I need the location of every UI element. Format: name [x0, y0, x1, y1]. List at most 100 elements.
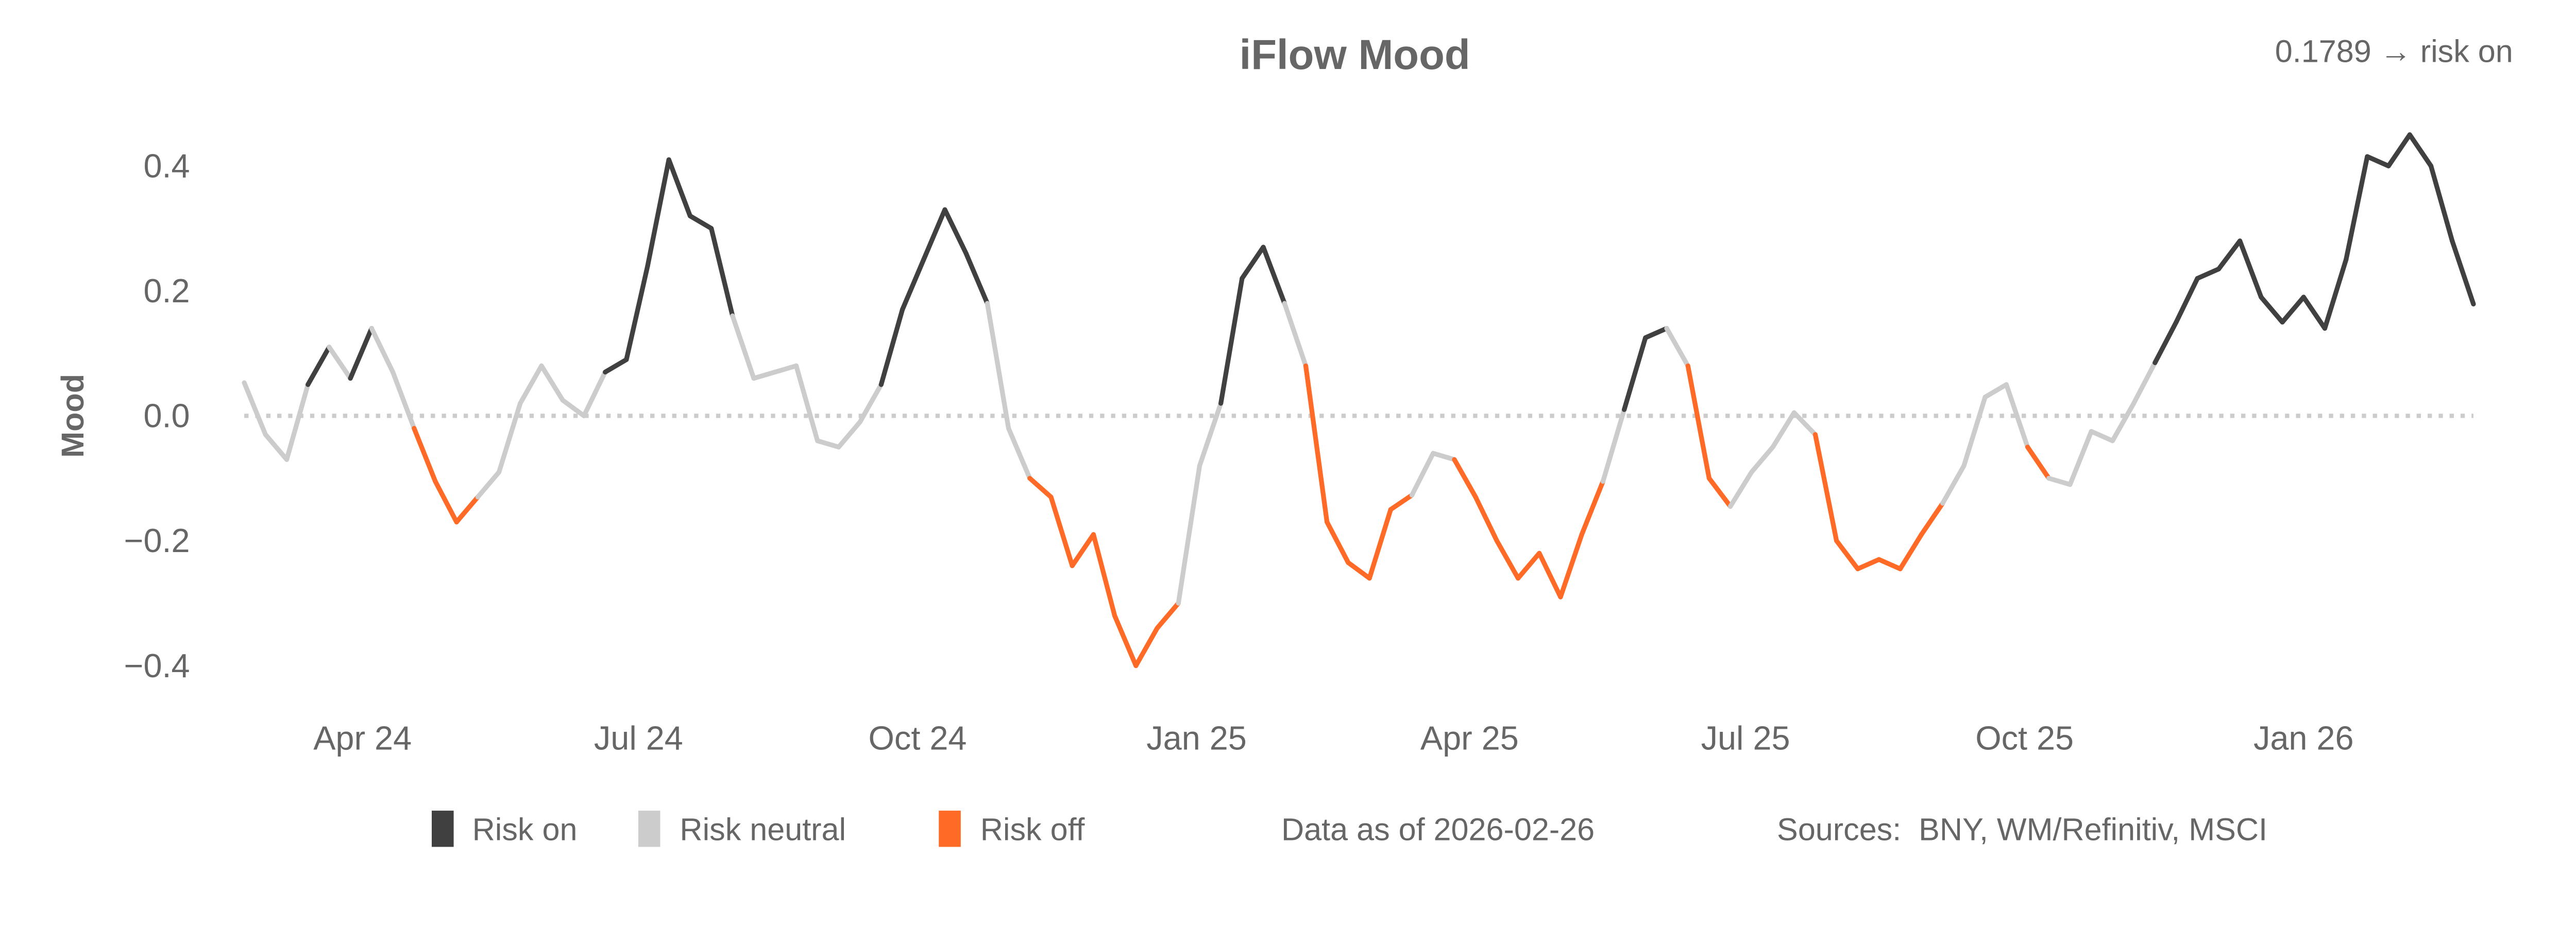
series-segment-risk-neutral: [2004, 382, 2030, 450]
x-tick-label: Jan 25: [1146, 719, 1247, 757]
series-segment-risk-neutral: [730, 313, 756, 381]
series-segment-risk-on: [2153, 319, 2179, 365]
series-segment-risk-on: [348, 325, 374, 381]
series-segment-risk-on: [709, 226, 735, 318]
series-segment-risk-on: [645, 157, 671, 268]
series-segment-risk-off: [1812, 432, 1839, 543]
series-segment-risk-neutral: [1749, 444, 1775, 475]
x-tick-label: Oct 24: [869, 719, 967, 757]
series-segment-risk-neutral: [518, 363, 544, 406]
series-segment-risk-neutral: [327, 345, 353, 381]
series-segment-risk-off: [1048, 494, 1075, 569]
series-segment-risk-off: [1473, 494, 1499, 543]
series-segment-risk-on: [2174, 276, 2200, 325]
y-axis-label: Mood: [55, 374, 90, 458]
series-segment-risk-neutral: [1791, 410, 1818, 437]
x-tick-label: Jul 25: [1701, 719, 1790, 757]
legend-swatch-risk-on: [431, 811, 454, 847]
series-segment-risk-on: [306, 345, 332, 387]
series-segment-risk-off: [433, 479, 459, 525]
series-segment-risk-off: [1091, 532, 1117, 619]
series-segment-risk-neutral: [1982, 382, 2009, 400]
series-segment-risk-neutral: [2131, 360, 2158, 406]
series-segment-risk-off: [1367, 507, 1393, 581]
series-segment-risk-off: [1706, 476, 1733, 509]
data-as-of: Data as of 2026-02-26: [1281, 812, 1595, 847]
series-segment-risk-on: [900, 257, 926, 312]
series-segment-risk-on: [1218, 276, 1245, 406]
series-segment-risk-neutral: [496, 401, 523, 475]
series-segment-risk-neutral: [1431, 451, 1457, 462]
series-segment-risk-neutral: [390, 369, 417, 431]
series-segment-risk-neutral: [1006, 426, 1032, 481]
legend-label-risk-off: Risk off: [980, 812, 1086, 847]
series-segment-risk-on: [2280, 295, 2306, 325]
iflow-mood-chart: iFlow Mood 0.1789 → risk on Mood 0.4 0.2 0…: [55, 31, 2513, 847]
y-tick-label: 0.4: [143, 147, 190, 184]
series-segment-risk-on: [1643, 325, 1669, 340]
series-segment-risk-off: [1897, 532, 1924, 572]
y-tick-label: 0.2: [143, 272, 190, 310]
series-segment-risk-on: [2344, 154, 2370, 262]
x-tick-label: Jul 24: [594, 719, 683, 757]
y-tick-label: 0.0: [143, 397, 190, 435]
series-segment-risk-neutral: [1600, 407, 1627, 484]
series-segment-risk-on: [602, 357, 629, 375]
series-segment-risk-neutral: [836, 419, 862, 450]
series-segment-risk-on: [1261, 245, 1287, 306]
series-segment-risk-on: [666, 157, 693, 218]
series-segment-risk-neutral: [2046, 476, 2073, 487]
series-segment-risk-neutral: [581, 369, 608, 419]
series-segment-risk-neutral: [475, 469, 502, 500]
legend-label-risk-on: Risk on: [472, 812, 578, 847]
series-segment-risk-on: [2322, 257, 2349, 331]
series-segment-risk-neutral: [793, 363, 820, 443]
legend: Risk on Risk neutral Risk off: [431, 811, 1086, 847]
series-segment-risk-on: [687, 213, 714, 231]
series-segment-risk-off: [1388, 492, 1415, 512]
series-segment-risk-off: [454, 494, 481, 525]
series-segment-risk-on: [2365, 154, 2391, 168]
legend-label-risk-neutral: Risk neutral: [680, 812, 846, 847]
series-segment-risk-on: [2237, 238, 2264, 300]
series-segment-risk-neutral: [242, 380, 268, 437]
series-segment-risk-off: [1558, 532, 1584, 599]
series-segment-risk-neutral: [1961, 394, 1988, 469]
series-segment-risk-on: [1621, 335, 1648, 412]
x-tick-label: Jan 26: [2253, 719, 2354, 757]
series-segment-risk-neutral: [751, 369, 777, 381]
series-segment-risk-neutral: [1664, 325, 1690, 368]
series-segment-risk-on: [2259, 295, 2285, 325]
y-tick-label: −0.2: [124, 522, 190, 559]
series-segment-risk-off: [1027, 476, 1054, 500]
series-segment-risk-on: [2195, 266, 2222, 281]
series-segment-risk-on: [624, 263, 650, 362]
series-segment-risk-on: [2428, 163, 2455, 244]
series-segment-risk-off: [1070, 532, 1096, 569]
series-segment-risk-neutral: [284, 382, 311, 462]
series-segment-risk-neutral: [369, 325, 396, 375]
series-segment-risk-neutral: [1197, 401, 1224, 469]
series-segment-risk-on: [878, 307, 905, 387]
x-tick-label: Apr 24: [313, 719, 412, 757]
legend-swatch-risk-neutral: [638, 811, 660, 847]
series-segment-risk-neutral: [1176, 463, 1202, 606]
series-segment-risk-on: [963, 251, 990, 306]
series-segment-risk-off: [1133, 626, 1160, 668]
series-segment-risk-on: [942, 207, 969, 256]
series-segment-risk-off: [1685, 363, 1712, 481]
series-segment-risk-neutral: [1940, 463, 1967, 506]
x-tick-label: Oct 25: [1975, 719, 2074, 757]
series-segment-risk-off: [1494, 538, 1521, 581]
x-tick-label: Apr 25: [1420, 719, 1519, 757]
series-segment-risk-off: [1155, 600, 1181, 631]
series-segment-risk-neutral: [2089, 429, 2115, 443]
series-segment-risk-neutral: [560, 398, 587, 419]
series-segment-risk-off: [2025, 444, 2052, 481]
series-segment-risk-neutral: [815, 438, 841, 450]
series-segment-risk-neutral: [2067, 429, 2094, 487]
legend-swatch-risk-off: [939, 811, 961, 847]
sources: Sources: BNY, WM/Refinitiv, MSCI: [1777, 812, 2267, 847]
series-segment-risk-neutral: [1409, 451, 1436, 498]
series-segment-risk-on: [921, 207, 947, 262]
